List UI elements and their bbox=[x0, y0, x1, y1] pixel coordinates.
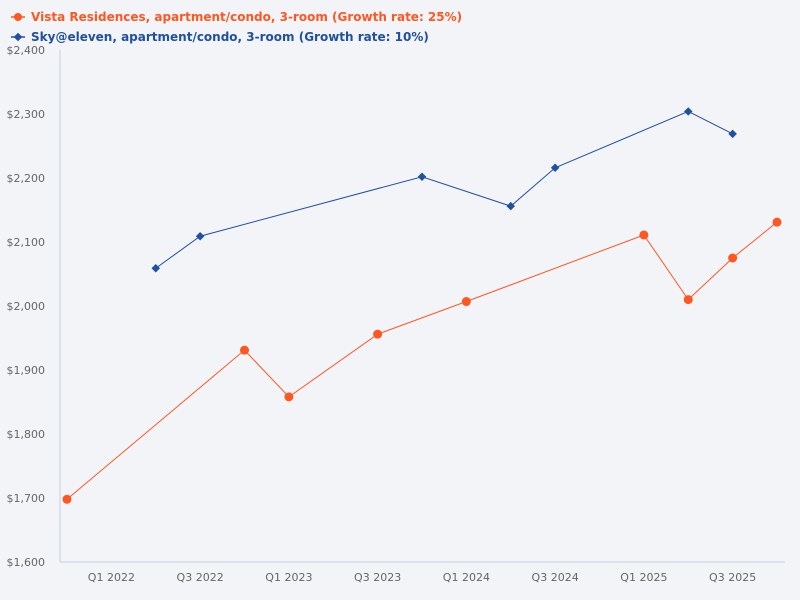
x-tick-label: Q3 2024 bbox=[532, 571, 579, 584]
series-line bbox=[155, 110, 733, 269]
x-tick-label: Q3 2023 bbox=[354, 571, 401, 584]
data-point[interactable] bbox=[373, 329, 383, 339]
x-tick-label: Q1 2024 bbox=[443, 571, 490, 584]
y-tick-label: $1,800 bbox=[7, 428, 46, 441]
data-point[interactable] bbox=[639, 230, 649, 240]
legend-diamond-icon bbox=[13, 32, 23, 42]
data-point[interactable] bbox=[684, 107, 693, 116]
x-tick-label: Q1 2025 bbox=[620, 571, 667, 584]
data-point[interactable] bbox=[417, 172, 427, 181]
data-point[interactable] bbox=[195, 231, 205, 241]
data-point[interactable] bbox=[728, 129, 737, 139]
data-point[interactable] bbox=[151, 263, 160, 273]
data-point[interactable] bbox=[62, 494, 72, 504]
series-line bbox=[66, 221, 778, 500]
legend-circle-icon bbox=[14, 13, 22, 21]
x-tick-label: Q3 2022 bbox=[177, 571, 224, 584]
x-tick-label: Q1 2023 bbox=[265, 571, 312, 584]
data-point[interactable] bbox=[461, 297, 471, 307]
legend: Vista Residences, apartment/condo, 3-roo… bbox=[11, 10, 462, 44]
series-1 bbox=[151, 107, 737, 273]
y-tick-label: $1,600 bbox=[7, 556, 46, 569]
y-tick-label: $2,200 bbox=[7, 172, 46, 185]
legend-item-sky[interactable]: Sky@eleven, apartment/condo, 3-room (Gro… bbox=[11, 30, 429, 44]
y-tick-label: $2,000 bbox=[7, 300, 46, 313]
x-tick-label: Q1 2022 bbox=[88, 571, 135, 584]
data-point[interactable] bbox=[728, 253, 738, 263]
y-tick-label: $2,300 bbox=[7, 108, 46, 121]
data-point[interactable] bbox=[772, 217, 782, 227]
y-tick-label: $2,100 bbox=[7, 236, 46, 249]
legend-label: Sky@eleven, apartment/condo, 3-room (Gro… bbox=[31, 30, 429, 44]
y-tick-label: $1,900 bbox=[7, 364, 46, 377]
series-0 bbox=[62, 217, 782, 504]
data-point[interactable] bbox=[284, 392, 294, 402]
legend-label: Vista Residences, apartment/condo, 3-roo… bbox=[31, 10, 462, 24]
y-tick-label: $2,400 bbox=[7, 44, 46, 57]
y-tick-label: $1,700 bbox=[7, 492, 46, 505]
data-point[interactable] bbox=[240, 345, 249, 355]
x-tick-label: Q3 2025 bbox=[709, 571, 756, 584]
data-point[interactable] bbox=[683, 295, 693, 305]
legend-item-vista[interactable]: Vista Residences, apartment/condo, 3-roo… bbox=[11, 10, 462, 24]
